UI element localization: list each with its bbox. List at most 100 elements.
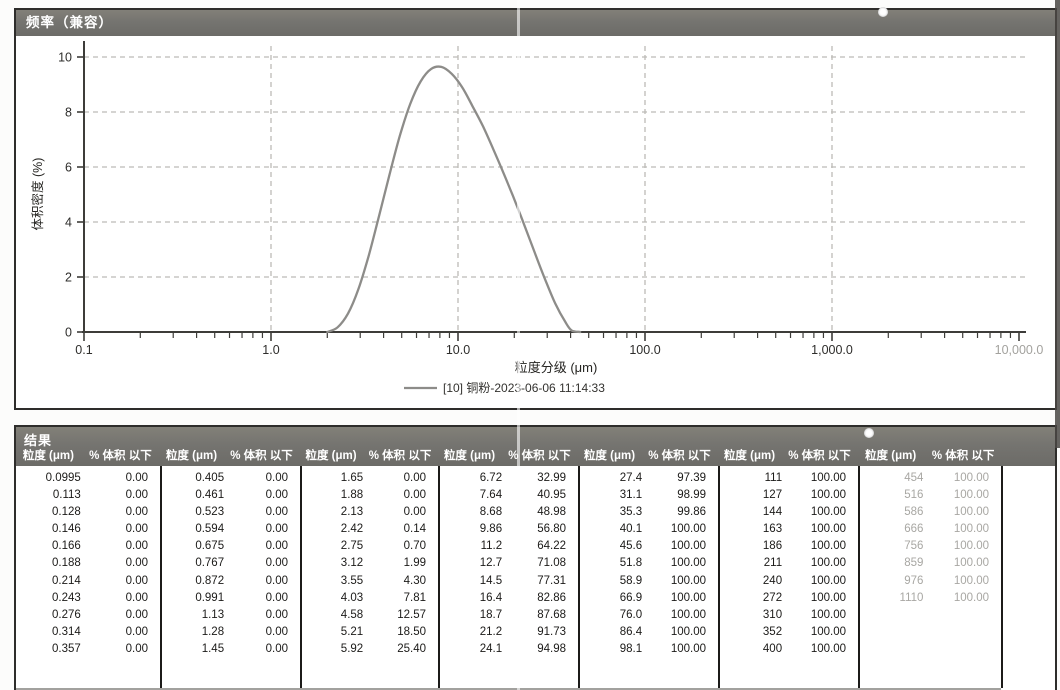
column-group-header: 粒度 (μm) % 体积 以下 (438, 447, 578, 464)
size-value: 127 (762, 489, 783, 502)
pct-under-value: 0.00 (265, 591, 288, 604)
table-row: 400 100.00 (720, 641, 858, 658)
column-group-header: 粒度 (μm) % 体积 以下 (578, 447, 718, 464)
pct-under-value: 0.00 (125, 489, 148, 502)
size-value: 2.13 (340, 506, 364, 519)
size-value: 240 (762, 574, 783, 587)
size-value: 35.3 (619, 506, 643, 519)
table-row: 16.4 82.86 (440, 590, 578, 607)
table-row: 76.0 100.00 (580, 607, 718, 624)
size-value: 211 (763, 557, 783, 570)
size-value: 40.1 (619, 523, 643, 536)
table-column-group: 0.0995 0.00 0.113 0.00 0.128 0.00 0.146 0.00 0.1… (16, 466, 160, 688)
size-value: 51.8 (619, 557, 643, 570)
size-value: 66.9 (619, 591, 643, 604)
legend-label: [10] 铜粉-2023-06-06 11:14:33 (443, 380, 605, 395)
x-tick-label: 1.0 (262, 343, 279, 357)
punch-hole-icon (878, 7, 888, 17)
table-row: 12.7 71.08 (440, 555, 578, 572)
table-row: 0.166 0.00 (16, 538, 160, 555)
table-row: 86.4 100.00 (580, 624, 718, 641)
size-value: 24.1 (479, 642, 503, 655)
column-group-header: 粒度 (μm) % 体积 以下 (160, 447, 300, 464)
size-value: 0.594 (195, 523, 225, 536)
table-row: 9.86 56.80 (440, 521, 578, 538)
pct-under-value: 77.31 (537, 574, 566, 587)
table-rows: 0.0995 0.00 0.113 0.00 0.128 0.00 0.146 0.00 0.1… (16, 470, 160, 658)
table-row: 11.2 64.22 (440, 538, 578, 555)
table-row: 0.405 0.00 (162, 470, 300, 487)
pct-under-value: 100.00 (810, 540, 846, 553)
table-row: 272 100.00 (720, 590, 858, 607)
pct-under-value: 100.00 (670, 523, 706, 536)
y-tick-label: 2 (65, 271, 72, 285)
table-row: 66.9 100.00 (580, 590, 718, 607)
table-rows: 111 100.00 127 100.00 144 100.00 163 100.00 186 1… (720, 470, 858, 658)
size-value: 0.991 (195, 591, 225, 604)
size-value: 31.1 (619, 489, 643, 502)
size-value: 454 (904, 472, 924, 484)
table-rows: 6.72 32.99 7.64 40.95 8.68 48.98 9.86 56.80 11.2… (440, 470, 578, 658)
pct-under-value: 0.00 (265, 489, 288, 502)
pct-under-value: 25.40 (397, 642, 426, 655)
size-value: 14.5 (479, 574, 503, 587)
pct-under-column-header: % 体积 以下 (368, 450, 432, 462)
punch-hole-icon (864, 428, 874, 438)
column-group-header: 粒度 (μm) % 体积 以下 (300, 447, 438, 464)
pct-under-column-header: % 体积 以下 (648, 450, 711, 462)
size-value: 666 (904, 523, 924, 536)
table-row: 0.276 0.00 (16, 607, 160, 624)
size-value: 310 (762, 608, 783, 621)
x-tick-label: 10.0 (446, 343, 470, 357)
pct-under-value: 0.00 (125, 591, 148, 604)
table-row: 45.6 100.00 (580, 538, 718, 555)
pct-under-value: 100.00 (670, 642, 706, 655)
pct-under-column-header: % 体积 以下 (931, 450, 995, 462)
table-row: 4.03 7.81 (302, 590, 438, 607)
table-row: 6.72 32.99 (440, 470, 578, 487)
pct-under-value: 0.00 (403, 472, 426, 484)
pct-under-value: 0.00 (125, 574, 148, 587)
table-column-group: 111 100.00 127 100.00 144 100.00 163 100.00 186 1… (718, 466, 858, 688)
pct-under-value: 100.00 (670, 574, 706, 587)
pct-under-value: 98.99 (677, 489, 706, 502)
table-row: 18.7 87.68 (440, 607, 578, 624)
pct-under-value: 100.00 (810, 642, 846, 655)
size-value: 4.03 (340, 591, 364, 604)
table-row: 35.3 99.86 (580, 504, 718, 521)
size-value: 6.72 (479, 472, 503, 484)
pct-under-value: 100.00 (670, 557, 706, 570)
pct-under-value: 0.00 (265, 472, 288, 484)
size-value: 0.243 (52, 591, 81, 604)
pct-under-value: 71.08 (537, 557, 566, 570)
table-row: 0.675 0.00 (162, 538, 300, 555)
table-row: 7.64 40.95 (440, 487, 578, 504)
results-title: 结果 (24, 433, 53, 448)
pct-under-value: 64.22 (537, 540, 566, 553)
table-row: 51.8 100.00 (580, 555, 718, 572)
table-row: 98.1 100.00 (580, 641, 718, 658)
table-row: 0.0995 0.00 (16, 470, 160, 487)
pct-under-value: 100.00 (953, 506, 989, 519)
table-row: 0.523 0.00 (162, 504, 300, 521)
pct-under-value: 0.00 (125, 506, 148, 519)
table-row: 976 100.00 (860, 573, 1001, 590)
column-group-header: 粒度 (μm) % 体积 以下 (16, 447, 160, 464)
size-value: 12.7 (479, 557, 503, 570)
size-value: 18.7 (479, 608, 503, 621)
table-row: 0.594 0.00 (162, 521, 300, 538)
pct-under-value: 0.00 (125, 523, 148, 536)
table-row: 186 100.00 (720, 538, 858, 555)
size-value: 16.4 (479, 591, 503, 604)
pct-under-value: 0.70 (403, 540, 426, 553)
size-value: 0.188 (52, 557, 81, 570)
size-value: 3.12 (340, 557, 364, 570)
frequency-curve (326, 65, 582, 334)
table-row: 40.1 100.00 (580, 521, 718, 538)
table-row: 0.146 0.00 (16, 521, 160, 538)
pct-under-value: 1.99 (403, 557, 426, 570)
pct-under-value: 0.00 (125, 557, 148, 570)
x-tick-label: 10,000.0 (995, 343, 1044, 357)
table-row: 1110 100.00 (860, 590, 1001, 607)
table-row: 0.991 0.00 (162, 590, 300, 607)
